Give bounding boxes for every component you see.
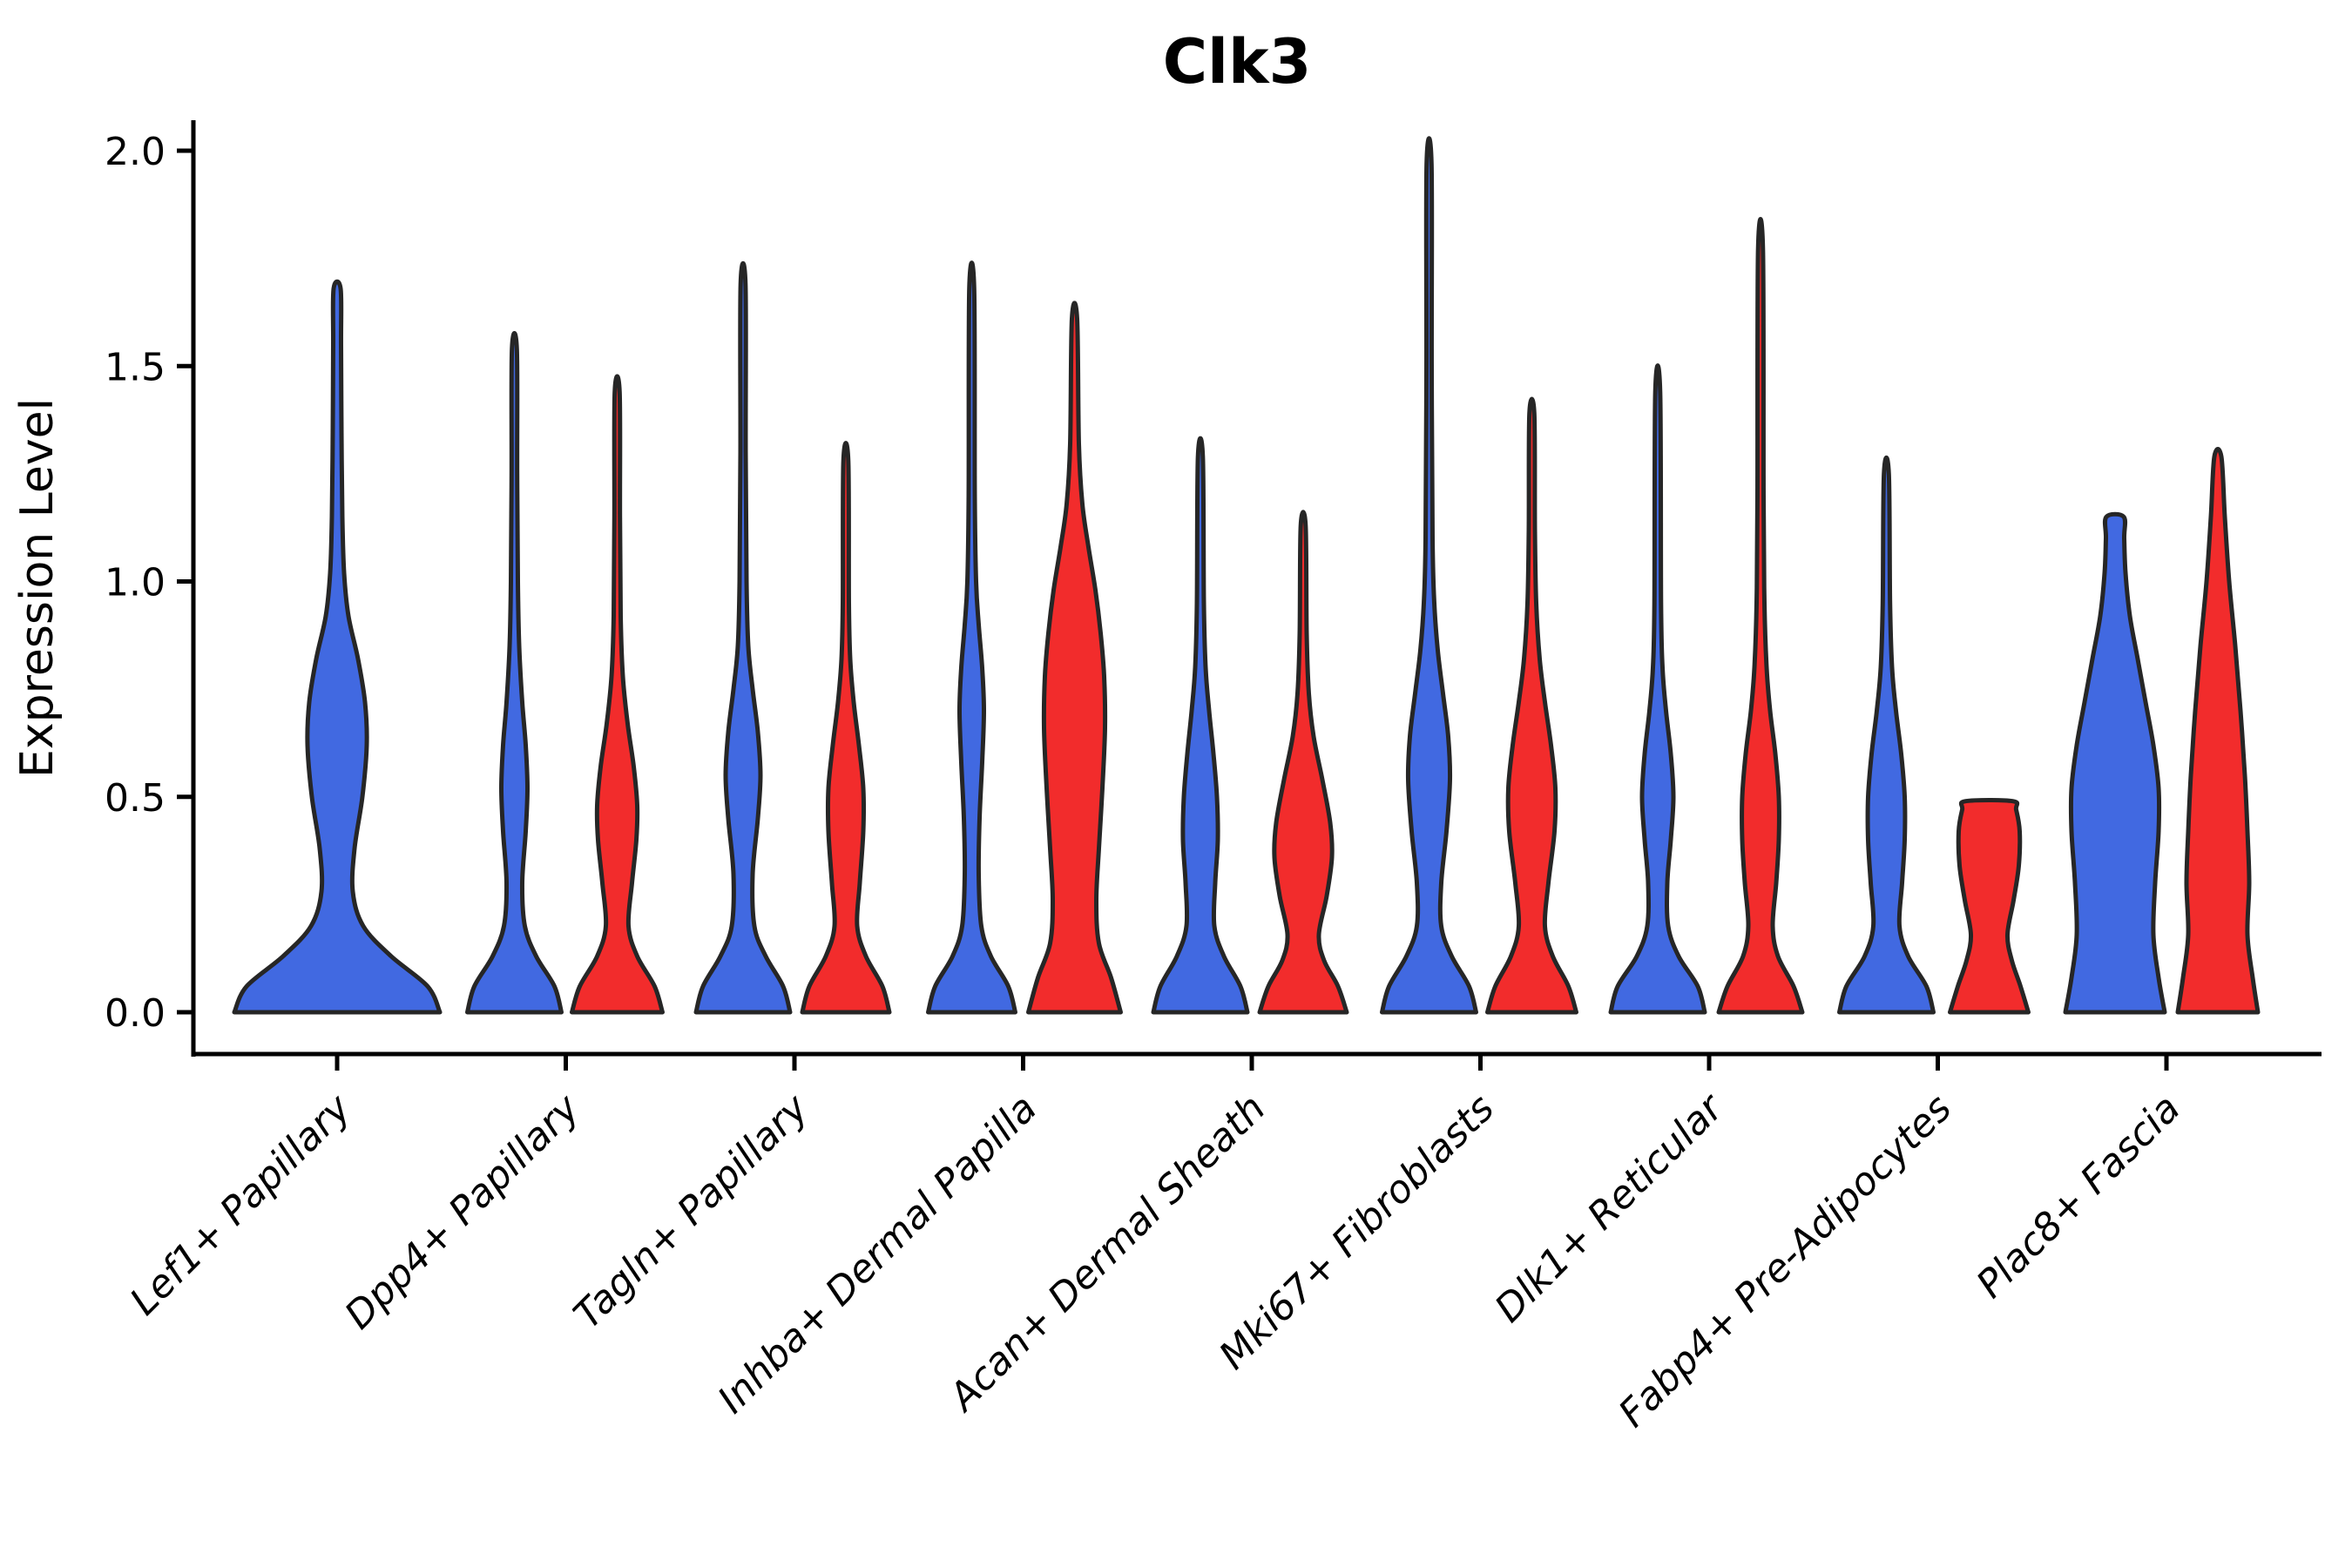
- violin-plac8-fascia-red: [2175, 446, 2261, 1015]
- x-tick-label-dlk1-reticular: Dlk1+ Reticular: [1486, 1085, 1733, 1331]
- violin-dlk1-reticular-red: [1716, 217, 1805, 1015]
- y-tick-label: 1.5: [105, 345, 166, 389]
- y-axis-label: Expression Level: [11, 398, 64, 778]
- violin-dpp4-papillary-red: [570, 374, 665, 1015]
- violin-fabp4-pre-adipocytes-red: [1948, 797, 2031, 1015]
- violin-lef1-papillary-blue: [232, 279, 443, 1015]
- violin-acan-dermal-sheath-red: [1257, 510, 1349, 1015]
- x-tick-label-tagln-papillary: Tagln+ Papillary: [565, 1085, 817, 1337]
- chart-title: Clk3: [1163, 26, 1312, 98]
- violin-plac8-fascia-blue: [2063, 511, 2167, 1015]
- violin-mki67-fibroblasts-red: [1485, 396, 1578, 1015]
- x-tick-label-dpp4-papillary: Dpp4+ Papillary: [336, 1085, 589, 1338]
- y-tick-label: 0.5: [105, 776, 166, 821]
- violin-acan-dermal-sheath-blue: [1151, 436, 1250, 1015]
- x-tick-label-plac8-fascia: Plac8+ Fascia: [1968, 1086, 2188, 1307]
- x-tick-label-lef1-papillary: Lef1+ Papillary: [122, 1085, 361, 1324]
- violin-mki67-fibroblasts-blue: [1380, 136, 1478, 1015]
- violins-layer: [232, 136, 2261, 1015]
- violin-dlk1-reticular-blue: [1608, 363, 1707, 1015]
- violin-tagln-papillary-red: [800, 441, 892, 1015]
- y-tick-label: 2.0: [105, 130, 166, 174]
- violin-tagln-papillary-blue: [693, 260, 793, 1015]
- violin-fabp4-pre-adipocytes-blue: [1837, 455, 1936, 1015]
- violin-inhba-dermal-papilla-red: [1026, 301, 1123, 1015]
- y-tick-label: 0.0: [105, 991, 166, 1036]
- y-tick-label: 1.0: [105, 561, 166, 605]
- violin-dpp4-papillary-blue: [465, 331, 564, 1015]
- violin-inhba-dermal-papilla-blue: [926, 260, 1017, 1015]
